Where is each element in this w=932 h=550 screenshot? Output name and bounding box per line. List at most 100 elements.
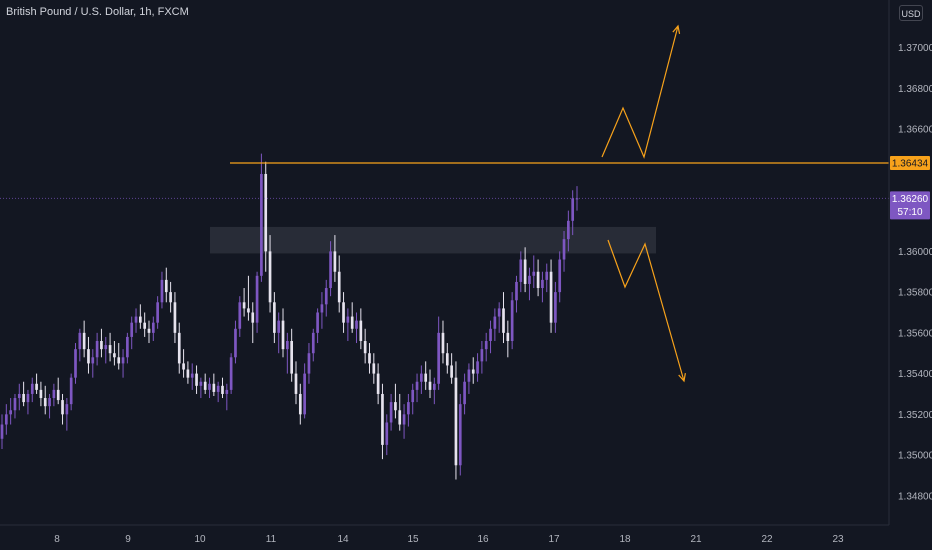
- candle-body: [52, 389, 56, 399]
- candle-body: [195, 373, 198, 386]
- candle-body: [121, 357, 125, 364]
- x-tick-label: 15: [407, 534, 419, 545]
- candle-body: [4, 414, 8, 425]
- candle-body: [264, 173, 268, 252]
- candle-body: [402, 414, 406, 425]
- candle-body: [95, 341, 99, 358]
- candle-body: [251, 312, 255, 323]
- candle-body: [432, 383, 436, 390]
- candle-body: [398, 410, 402, 425]
- candle-body: [545, 271, 549, 280]
- candle-body: [389, 402, 393, 423]
- supply-zone: [210, 226, 656, 254]
- candle-body: [65, 404, 69, 415]
- candle-body: [411, 389, 415, 403]
- x-tick-label: 11: [266, 534, 277, 545]
- candle-body: [238, 302, 242, 329]
- candle-body: [290, 341, 294, 374]
- candle-body: [216, 385, 220, 392]
- y-tick-label: 1.35800: [898, 288, 932, 299]
- resistance-price-label: 1.36434: [892, 158, 929, 169]
- candle-body: [324, 288, 328, 305]
- chart-title: British Pound / U.S. Dollar, 1h, FXCM: [6, 6, 189, 18]
- candle-body: [428, 381, 432, 390]
- candle-body: [307, 353, 311, 374]
- candle-body: [450, 365, 453, 378]
- candle-body: [147, 328, 151, 333]
- candle-body: [394, 402, 397, 411]
- candle-body: [497, 308, 501, 317]
- candle-countdown-label: 57:10: [897, 207, 922, 218]
- candle-body: [203, 381, 207, 390]
- candle-body: [562, 239, 566, 260]
- candle-body: [100, 341, 103, 350]
- bullish-projection[interactable]: [601, 25, 679, 159]
- candle-body: [169, 292, 172, 303]
- y-tick-label: 1.35400: [898, 369, 932, 380]
- candle-body: [355, 320, 358, 329]
- candle-body: [113, 353, 116, 358]
- current-price-label: 1.36260: [892, 194, 929, 205]
- candle-body: [376, 373, 380, 394]
- candle-body: [424, 373, 428, 382]
- candle-body: [359, 320, 363, 341]
- candle-body: [247, 308, 250, 313]
- candle-body: [463, 381, 466, 405]
- candle-body: [363, 341, 367, 354]
- candle-body: [489, 328, 492, 341]
- candle-body: [130, 322, 134, 337]
- candle-body: [333, 251, 337, 272]
- candle-body: [320, 304, 324, 313]
- candle-body: [337, 271, 341, 303]
- bearish-projection[interactable]: [607, 239, 685, 382]
- x-tick-label: 17: [548, 534, 560, 545]
- candle-body: [407, 402, 410, 415]
- y-tick-label: 1.37000: [898, 43, 932, 54]
- candle-body: [454, 377, 458, 466]
- candle-body: [190, 373, 194, 378]
- candle-body: [117, 357, 121, 364]
- candle-body: [346, 316, 350, 323]
- y-tick-label: 1.36800: [898, 84, 932, 95]
- candle-body: [298, 393, 302, 415]
- candle-body: [277, 320, 281, 333]
- currency-button[interactable]: USD: [899, 5, 923, 21]
- candle-body: [108, 345, 112, 354]
- candle-body: [549, 271, 553, 323]
- candle-body: [134, 316, 138, 323]
- candle-body: [268, 251, 272, 303]
- candle-body: [69, 377, 73, 405]
- x-tick-label: 18: [619, 534, 631, 545]
- candle-body: [519, 259, 523, 282]
- candle-body: [43, 398, 47, 407]
- candle-body: [420, 373, 423, 382]
- candle-body: [415, 381, 419, 390]
- candle-body: [502, 308, 505, 333]
- x-tick-label: 22: [761, 534, 773, 545]
- candle-body: [273, 302, 276, 333]
- candle-body: [467, 369, 471, 382]
- candle-body: [91, 357, 95, 364]
- candle-body: [151, 322, 155, 333]
- candle-body: [437, 332, 440, 384]
- candle-body: [139, 316, 142, 323]
- y-tick-label: 1.34800: [898, 491, 932, 502]
- candle-body: [484, 341, 488, 350]
- x-tick-label: 14: [337, 534, 349, 545]
- candle-body: [368, 353, 371, 364]
- candle-body: [567, 220, 570, 240]
- candle-body: [515, 281, 518, 301]
- candle-body: [458, 404, 462, 466]
- candle-body: [212, 383, 216, 392]
- candle-body: [316, 312, 319, 333]
- candle-body: [381, 393, 384, 445]
- candle-body: [9, 410, 12, 415]
- candle-body: [285, 341, 289, 350]
- candle-body: [0, 424, 4, 439]
- candle-body: [221, 385, 224, 394]
- candle-body: [294, 373, 298, 394]
- resistance-price-badge: [890, 155, 930, 170]
- y-tick-label: 1.35200: [898, 410, 932, 421]
- candle-body: [493, 316, 497, 329]
